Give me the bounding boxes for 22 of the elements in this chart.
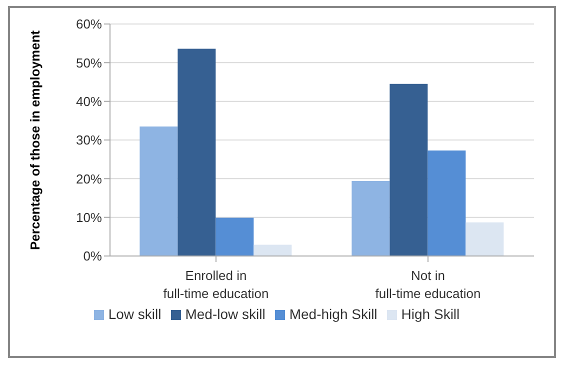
y-axis-title: Percentage of those in employment (28, 30, 43, 250)
bar (352, 180, 390, 256)
bar (390, 84, 428, 256)
bar (428, 150, 466, 256)
legend-label: High Skill (401, 306, 460, 322)
y-tick-label: 40% (76, 94, 102, 109)
y-tick-label: 0% (83, 248, 102, 264)
legend-label: Med-high Skill (289, 306, 378, 322)
bar (254, 244, 292, 256)
y-tick-label: 60% (76, 16, 102, 32)
y-tick-label: 20% (76, 171, 102, 186)
bar (466, 222, 504, 256)
y-tick-label: 10% (76, 210, 102, 225)
legend-label: Low skill (108, 306, 162, 322)
bar (216, 218, 254, 256)
legend-label: Med-low skill (185, 306, 266, 322)
y-tick-label: 30% (76, 132, 102, 148)
bar (178, 48, 216, 256)
x-tick-label: Not in full-time education (375, 268, 481, 301)
y-tick-label: 50% (76, 55, 102, 70)
bar (140, 126, 178, 256)
x-tick-label: Enrolled in full-time education (163, 268, 269, 301)
